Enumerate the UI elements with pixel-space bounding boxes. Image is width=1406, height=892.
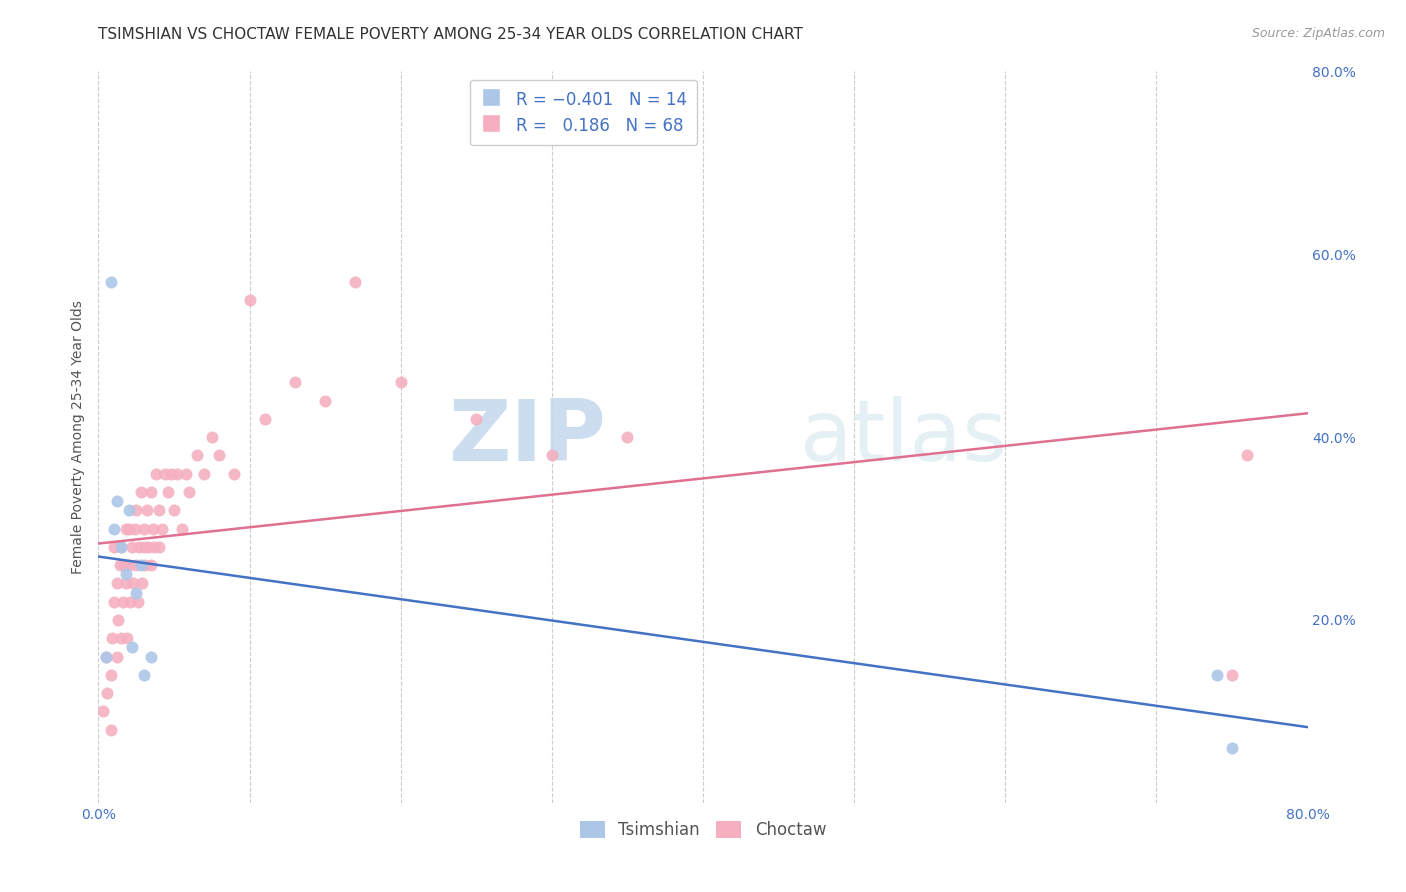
Point — [115, 632, 138, 646]
Point — [150, 521, 173, 535]
Legend: Tsimshian, Choctaw: Tsimshian, Choctaw — [574, 814, 832, 846]
Point — [111, 594, 134, 608]
Text: ZIP: ZIP — [449, 395, 606, 479]
Point — [107, 613, 129, 627]
Point — [121, 640, 143, 655]
Point — [186, 448, 208, 462]
Point — [145, 467, 167, 481]
Point — [132, 667, 155, 681]
Point — [118, 503, 141, 517]
Point — [179, 485, 201, 500]
Point — [101, 632, 124, 646]
Point — [125, 558, 148, 573]
Point — [132, 521, 155, 535]
Point — [114, 567, 136, 582]
Point — [118, 558, 141, 573]
Point — [136, 540, 159, 554]
Point — [163, 503, 186, 517]
Point — [540, 448, 562, 462]
Point — [239, 293, 262, 307]
Point — [156, 485, 179, 500]
Point — [129, 485, 152, 500]
Point — [193, 467, 215, 481]
Point — [94, 649, 117, 664]
Point — [122, 576, 145, 591]
Point — [127, 594, 149, 608]
Point — [114, 521, 136, 535]
Point — [112, 558, 135, 573]
Point — [94, 649, 117, 664]
Point — [224, 467, 246, 481]
Point — [96, 686, 118, 700]
Point — [105, 576, 128, 591]
Point — [110, 540, 132, 554]
Point — [389, 375, 412, 389]
Point — [141, 485, 163, 500]
Point — [134, 558, 156, 573]
Point — [110, 540, 132, 554]
Point — [108, 558, 131, 573]
Point — [201, 430, 224, 444]
Point — [114, 576, 136, 591]
Point — [143, 540, 166, 554]
Text: TSIMSHIAN VS CHOCTAW FEMALE POVERTY AMONG 25-34 YEAR OLDS CORRELATION CHART: TSIMSHIAN VS CHOCTAW FEMALE POVERTY AMON… — [98, 27, 803, 42]
Point — [170, 521, 193, 535]
Point — [118, 521, 141, 535]
Point — [1236, 448, 1258, 462]
Y-axis label: Female Poverty Among 25-34 Year Olds: Female Poverty Among 25-34 Year Olds — [70, 300, 84, 574]
Point — [105, 649, 128, 664]
Point — [124, 521, 146, 535]
Point — [148, 540, 170, 554]
Point — [100, 275, 122, 289]
Point — [121, 540, 143, 554]
Point — [100, 723, 122, 737]
Point — [103, 594, 125, 608]
Point — [103, 521, 125, 535]
Text: atlas: atlas — [800, 395, 1008, 479]
Point — [142, 521, 165, 535]
Point — [100, 667, 122, 681]
Point — [1220, 667, 1243, 681]
Text: Source: ZipAtlas.com: Source: ZipAtlas.com — [1251, 27, 1385, 40]
Point — [129, 558, 152, 573]
Point — [110, 632, 132, 646]
Point — [1206, 667, 1229, 681]
Point — [616, 430, 638, 444]
Point — [141, 649, 163, 664]
Point — [1220, 740, 1243, 755]
Point — [174, 467, 197, 481]
Point — [132, 540, 155, 554]
Point — [166, 467, 188, 481]
Point — [141, 558, 163, 573]
Point — [91, 705, 114, 719]
Point — [103, 540, 125, 554]
Point — [135, 503, 157, 517]
Point — [253, 412, 276, 426]
Point — [208, 448, 231, 462]
Point — [153, 467, 176, 481]
Point — [131, 576, 153, 591]
Point — [148, 503, 170, 517]
Point — [105, 494, 128, 508]
Point — [125, 503, 148, 517]
Point — [344, 275, 367, 289]
Point — [128, 540, 150, 554]
Point — [120, 594, 142, 608]
Point — [465, 412, 488, 426]
Point — [125, 585, 148, 599]
Point — [314, 393, 336, 408]
Point — [160, 467, 183, 481]
Point — [284, 375, 307, 389]
